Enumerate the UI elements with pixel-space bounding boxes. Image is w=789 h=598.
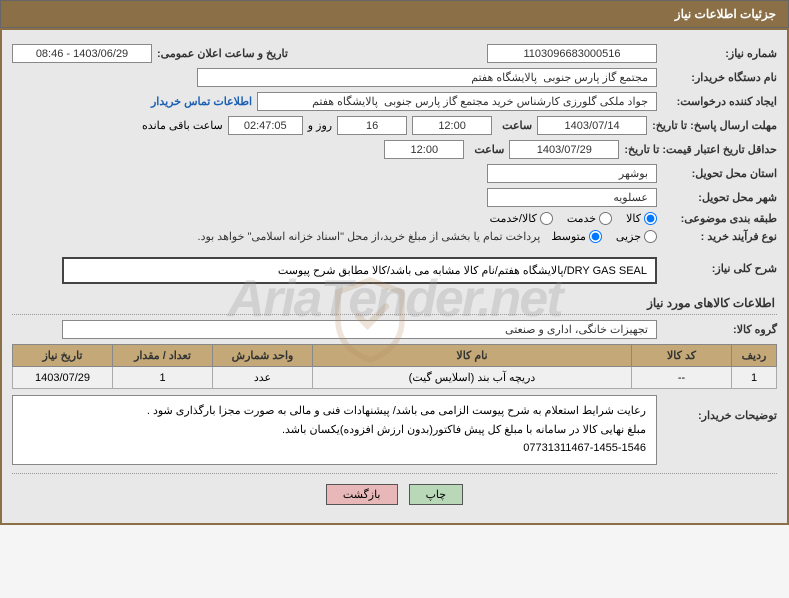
buyer-org-field[interactable] — [197, 68, 657, 87]
requester-field[interactable] — [257, 92, 657, 111]
print-button[interactable]: چاپ — [409, 484, 464, 505]
buyer-org-label: نام دستگاه خریدار: — [662, 71, 777, 84]
deadline-date-field[interactable] — [537, 116, 647, 135]
th-name: نام کالا — [313, 345, 632, 367]
cat-both-radio[interactable] — [540, 212, 553, 225]
cell-name: دریچه آب بند (اسلایس گیت) — [313, 367, 632, 389]
contact-link[interactable]: اطلاعات تماس خریدار — [151, 95, 252, 108]
th-date: تاریخ نیاز — [13, 345, 113, 367]
city-field[interactable] — [487, 188, 657, 207]
cell-date: 1403/07/29 — [13, 367, 113, 389]
desc-label: شرح کلی نیاز: — [662, 257, 777, 275]
validity-label: حداقل تاریخ اعتبار قیمت: تا تاریخ: — [624, 143, 777, 156]
notes-line3: 07731311467-1455-1546 — [23, 439, 646, 458]
main-frame: AriaTender.net شماره نیاز: تاریخ و ساعت … — [0, 28, 789, 525]
countdown-field[interactable] — [228, 116, 303, 135]
cell-qty: 1 — [113, 367, 213, 389]
province-field[interactable] — [487, 164, 657, 183]
cell-unit: عدد — [213, 367, 313, 389]
cell-code: -- — [632, 367, 732, 389]
proc-partial-option[interactable]: جزیی — [616, 230, 657, 243]
time-label-1: ساعت — [497, 119, 532, 132]
province-label: استان محل تحویل: — [662, 167, 777, 180]
items-table: ردیف کد کالا نام کالا واحد شمارش تعداد /… — [12, 344, 777, 389]
category-label: طبقه بندی موضوعی: — [662, 212, 777, 225]
deadline-time-field[interactable] — [412, 116, 492, 135]
days-and-label: روز و — [308, 119, 332, 132]
proc-partial-radio[interactable] — [644, 230, 657, 243]
announce-field[interactable] — [12, 44, 152, 63]
page-header: جزئیات اطلاعات نیاز — [0, 0, 789, 28]
notes-label: توضیحات خریدار: — [662, 395, 777, 422]
group-label: گروه کالا: — [662, 323, 777, 336]
notes-line2: مبلغ نهایی کالا در سامانه با مبلغ کل پیش… — [23, 421, 646, 440]
cat-goods-option[interactable]: کالا — [626, 212, 657, 225]
remaining-label: ساعت باقی مانده — [142, 119, 223, 132]
validity-time-field[interactable] — [384, 140, 464, 159]
back-button[interactable]: بازگشت — [326, 484, 398, 505]
process-label: نوع فرآیند خرید : — [662, 230, 777, 243]
desc-field[interactable]: DRY GAS SEAL/پالایشگاه هفتم/نام کالا مشا… — [62, 257, 657, 284]
header-title: جزئیات اطلاعات نیاز — [675, 7, 776, 21]
cat-both-option[interactable]: کالا/خدمت — [490, 212, 553, 225]
form-area: شماره نیاز: تاریخ و ساعت اعلان عمومی: نا… — [12, 40, 777, 513]
cat-goods-radio[interactable] — [644, 212, 657, 225]
time-label-2: ساعت — [469, 143, 504, 156]
table-header-row: ردیف کد کالا نام کالا واحد شمارش تعداد /… — [13, 345, 777, 367]
items-section-title: اطلاعات کالاهای مورد نیاز — [12, 289, 777, 315]
th-qty: تعداد / مقدار — [113, 345, 213, 367]
days-field[interactable] — [337, 116, 407, 135]
process-radio-group: جزیی متوسط — [551, 230, 657, 243]
proc-medium-option[interactable]: متوسط — [551, 230, 602, 243]
button-bar: چاپ بازگشت — [12, 473, 777, 509]
group-field[interactable] — [62, 320, 657, 339]
requester-label: ایجاد کننده درخواست: — [662, 95, 777, 108]
proc-medium-radio[interactable] — [589, 230, 602, 243]
city-label: شهر محل تحویل: — [662, 191, 777, 204]
th-unit: واحد شمارش — [213, 345, 313, 367]
notes-line1: رعایت شرایط استعلام به شرح پیوست الزامی … — [23, 402, 646, 421]
deadline-label: مهلت ارسال پاسخ: تا تاریخ: — [652, 119, 777, 132]
buyer-notes: رعایت شرایط استعلام به شرح پیوست الزامی … — [12, 395, 657, 465]
cat-service-radio[interactable] — [599, 212, 612, 225]
request-no-field[interactable] — [487, 44, 657, 63]
process-note: پرداخت تمام یا بخشی از مبلغ خرید،از محل … — [198, 230, 541, 243]
validity-date-field[interactable] — [509, 140, 619, 159]
cell-row: 1 — [732, 367, 777, 389]
category-radio-group: کالا خدمت کالا/خدمت — [490, 212, 657, 225]
table-row: 1 -- دریچه آب بند (اسلایس گیت) عدد 1 140… — [13, 367, 777, 389]
cat-service-option[interactable]: خدمت — [567, 212, 612, 225]
announce-label: تاریخ و ساعت اعلان عمومی: — [157, 47, 288, 60]
th-row: ردیف — [732, 345, 777, 367]
request-no-label: شماره نیاز: — [662, 47, 777, 60]
th-code: کد کالا — [632, 345, 732, 367]
